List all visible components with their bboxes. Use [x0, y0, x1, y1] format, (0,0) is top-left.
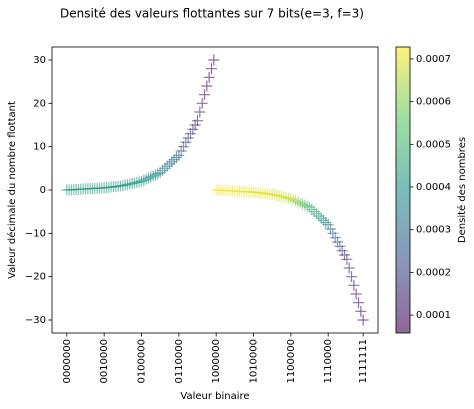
point	[292, 196, 304, 208]
point	[175, 145, 187, 157]
point	[320, 217, 332, 228]
point	[311, 208, 323, 220]
point	[332, 236, 344, 248]
point	[308, 206, 320, 218]
point	[163, 158, 175, 170]
point	[350, 288, 362, 300]
point	[201, 80, 213, 92]
point	[203, 71, 215, 83]
x-tick-label: 1110000	[323, 339, 334, 384]
colorbar-tick-label: 0.0002	[416, 267, 451, 278]
point	[147, 170, 159, 182]
point	[329, 232, 341, 244]
point	[159, 162, 171, 174]
point	[189, 119, 201, 131]
point	[194, 106, 206, 118]
point	[343, 262, 355, 274]
point	[177, 141, 189, 153]
point	[357, 314, 369, 326]
colorbar-label: Densité des nombres	[456, 137, 468, 243]
x-tick-label: 0100000	[136, 339, 147, 384]
point	[294, 197, 306, 209]
point	[149, 169, 161, 181]
x-axis-label: Valeur binaire	[180, 391, 249, 402]
point	[322, 219, 334, 231]
point	[138, 174, 150, 186]
point	[135, 175, 147, 187]
x-tick-label: 1000000	[211, 339, 222, 384]
point	[145, 171, 157, 183]
point	[140, 173, 152, 185]
y-tick-label: 20	[33, 98, 46, 109]
point	[346, 271, 358, 283]
point	[196, 97, 208, 109]
point	[187, 123, 199, 135]
point	[299, 199, 311, 211]
point	[161, 160, 173, 172]
point	[348, 279, 360, 291]
x-tick-label: 0000000	[62, 339, 73, 384]
point	[334, 240, 346, 252]
y-tick-label: 30	[33, 55, 46, 66]
point	[154, 167, 166, 179]
x-tick-label: 1111111	[358, 339, 369, 384]
colorbar-tick-label: 0.0006	[416, 97, 451, 108]
point	[191, 115, 203, 127]
point	[325, 223, 337, 235]
x-tick-label: 0110000	[174, 339, 185, 384]
point	[341, 253, 353, 265]
colorbar-tick-label: 0.0005	[416, 139, 451, 150]
colorbar-tick-label: 0.0003	[416, 225, 451, 236]
point	[304, 201, 316, 213]
chart-title: Densité des valeurs flottantes sur 7 bit…	[60, 7, 364, 21]
point	[173, 149, 185, 161]
point	[306, 204, 318, 215]
point	[166, 156, 178, 168]
y-tick-label: −20	[25, 272, 46, 283]
y-tick-label: −10	[25, 228, 46, 239]
point	[142, 172, 154, 184]
point	[336, 245, 348, 257]
point	[184, 128, 196, 140]
plot-frame	[51, 46, 379, 334]
point	[327, 227, 339, 239]
colorbar-tick-label: 0.0001	[416, 310, 451, 321]
y-tick-label: 0	[40, 185, 46, 196]
point	[182, 132, 194, 144]
point	[208, 54, 220, 66]
colorbar-tick-label: 0.0007	[416, 54, 451, 65]
y-axis-label: Valeur décimale du nombre flottant	[6, 101, 18, 279]
colorbar-tick-label: 0.0004	[416, 182, 451, 193]
point	[290, 195, 302, 207]
point	[206, 63, 217, 75]
point	[285, 193, 297, 205]
point	[287, 194, 299, 206]
point	[315, 212, 327, 224]
x-tick-label: 1100000	[286, 339, 297, 384]
point	[170, 152, 182, 163]
point	[156, 165, 168, 176]
point	[318, 214, 330, 226]
point	[297, 198, 309, 210]
point	[355, 305, 367, 317]
y-tick-label: −30	[25, 315, 46, 326]
point	[339, 249, 351, 261]
colorbar	[395, 46, 411, 334]
point	[313, 210, 325, 222]
point	[180, 136, 192, 148]
y-tick-label: 10	[33, 142, 46, 153]
x-tick-label: 1010000	[249, 339, 260, 384]
point	[198, 89, 210, 101]
point	[353, 297, 365, 309]
x-tick-label: 0010000	[99, 339, 110, 384]
point	[168, 154, 180, 166]
